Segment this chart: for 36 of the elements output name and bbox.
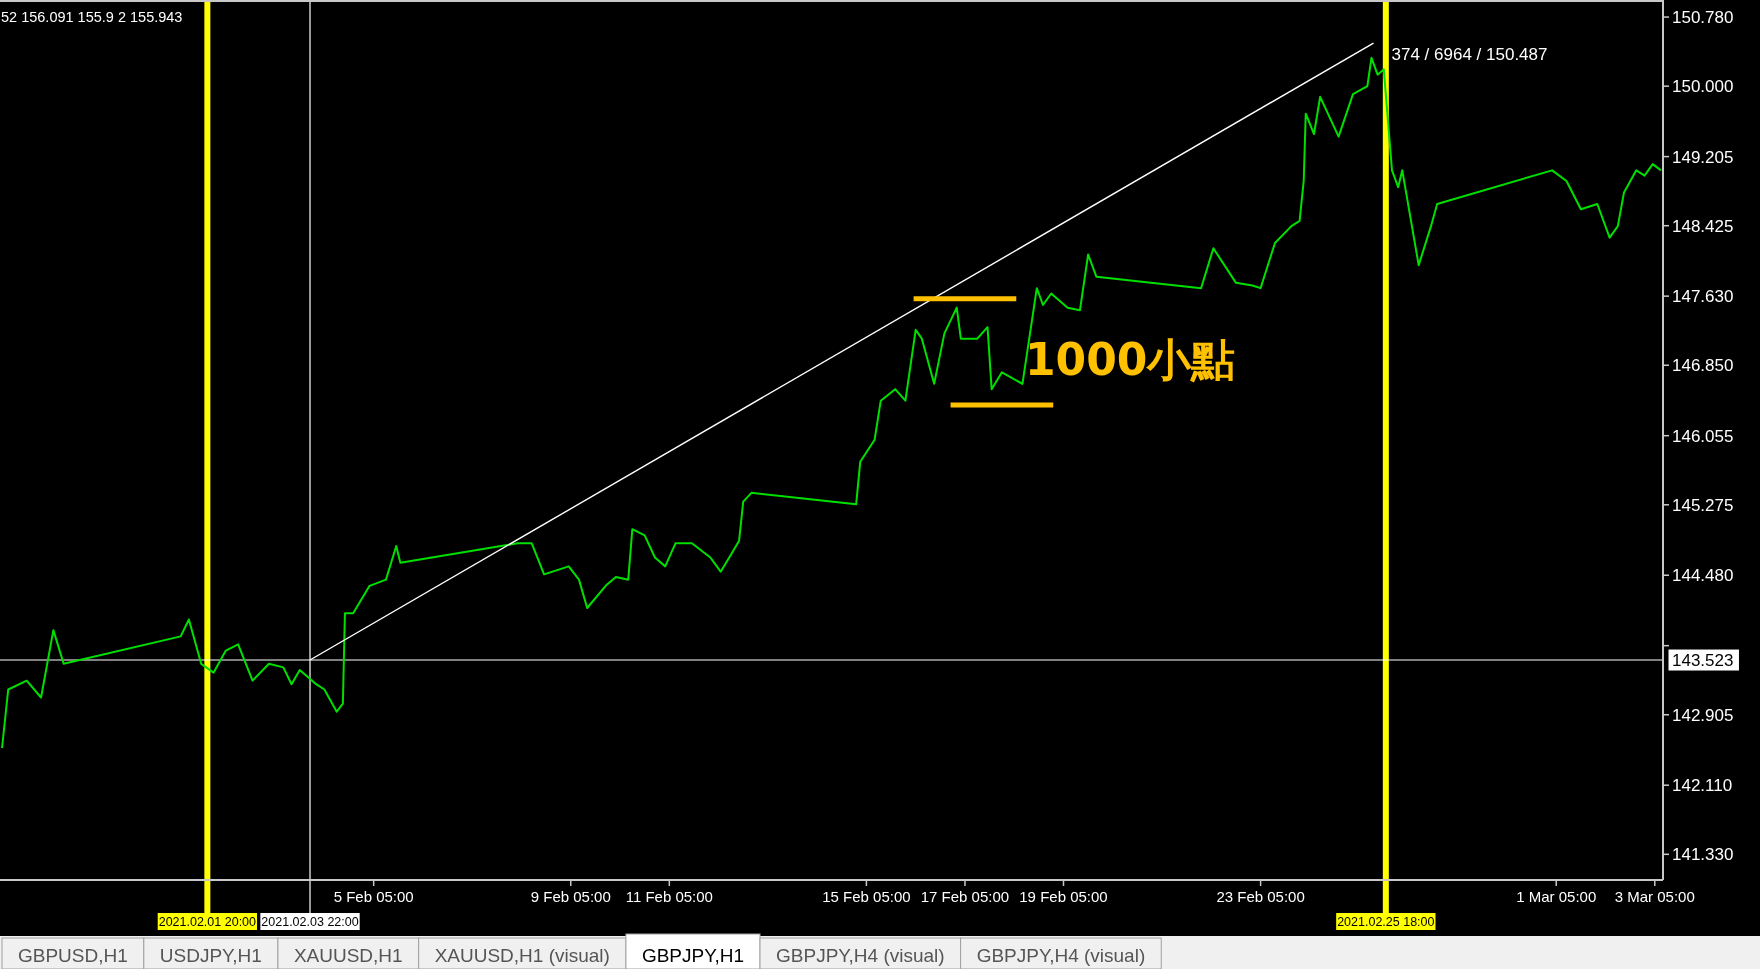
- x-tick-label: 5 Feb 05:00: [333, 888, 414, 905]
- y-tick-label: 146.055: [1672, 426, 1734, 446]
- ref-label: 2021.02.03 22:00: [260, 913, 360, 930]
- tab: GBPJPY,H4 (visual): [960, 937, 1162, 969]
- x-tick-label: 9 Feb 05:00: [530, 888, 611, 905]
- x-tick-label: 19 Feb 05:00: [1019, 888, 1108, 905]
- y-tick-label: 144.480: [1672, 566, 1734, 586]
- tab: GBPJPY,H4 (visual): [759, 937, 962, 969]
- x-tick-label: 17 Feb 05:00: [920, 888, 1010, 905]
- ref-line-label: 143.523: [1672, 651, 1734, 671]
- y-tick-label: 142.905: [1672, 705, 1734, 725]
- x-tick-label: 15 Feb 05:00: [822, 888, 911, 905]
- tab: USDJPY,H1: [143, 937, 279, 969]
- ref-label: 143.523: [1667, 648, 1740, 672]
- tab: GBPUSD,H1: [1, 937, 145, 969]
- annotation: 52 156.091 155.9 2 155.943: [1, 9, 183, 25]
- tab: XAUUSD,H1: [277, 937, 420, 969]
- ref-label: 2021.02.25 18:00: [1336, 913, 1436, 930]
- x-tick-label: 23 Feb 05:00: [1216, 888, 1305, 905]
- tab: GBPJPY,H1: [625, 933, 761, 969]
- y-tick-label: 150.780: [1672, 8, 1734, 28]
- ref-label: 2021.02.01 20:00: [157, 913, 258, 930]
- tab: XAUUSD,H1 (visual): [418, 937, 627, 969]
- y-tick-label: 147.630: [1672, 287, 1734, 307]
- annotation: 1000小點: [1025, 334, 1236, 385]
- y-tick-label: 142.110: [1672, 776, 1733, 796]
- x-tick-label: 1 Mar 05:00: [1516, 888, 1597, 905]
- y-tick-label: 149.205: [1672, 147, 1734, 167]
- y-tick-label: 146.850: [1672, 356, 1734, 376]
- y-tick-label: 148.425: [1672, 216, 1734, 236]
- annotation: 374 / 6964 / 150.487: [1391, 45, 1548, 65]
- y-tick-label: 141.330: [1672, 845, 1734, 865]
- y-tick-label: 150.000: [1672, 77, 1734, 97]
- x-tick-label: 11 Feb 05:00: [625, 888, 713, 905]
- y-tick-label: 145.275: [1672, 495, 1734, 515]
- x-tick-label: 3 Mar 05:00: [1614, 888, 1695, 905]
